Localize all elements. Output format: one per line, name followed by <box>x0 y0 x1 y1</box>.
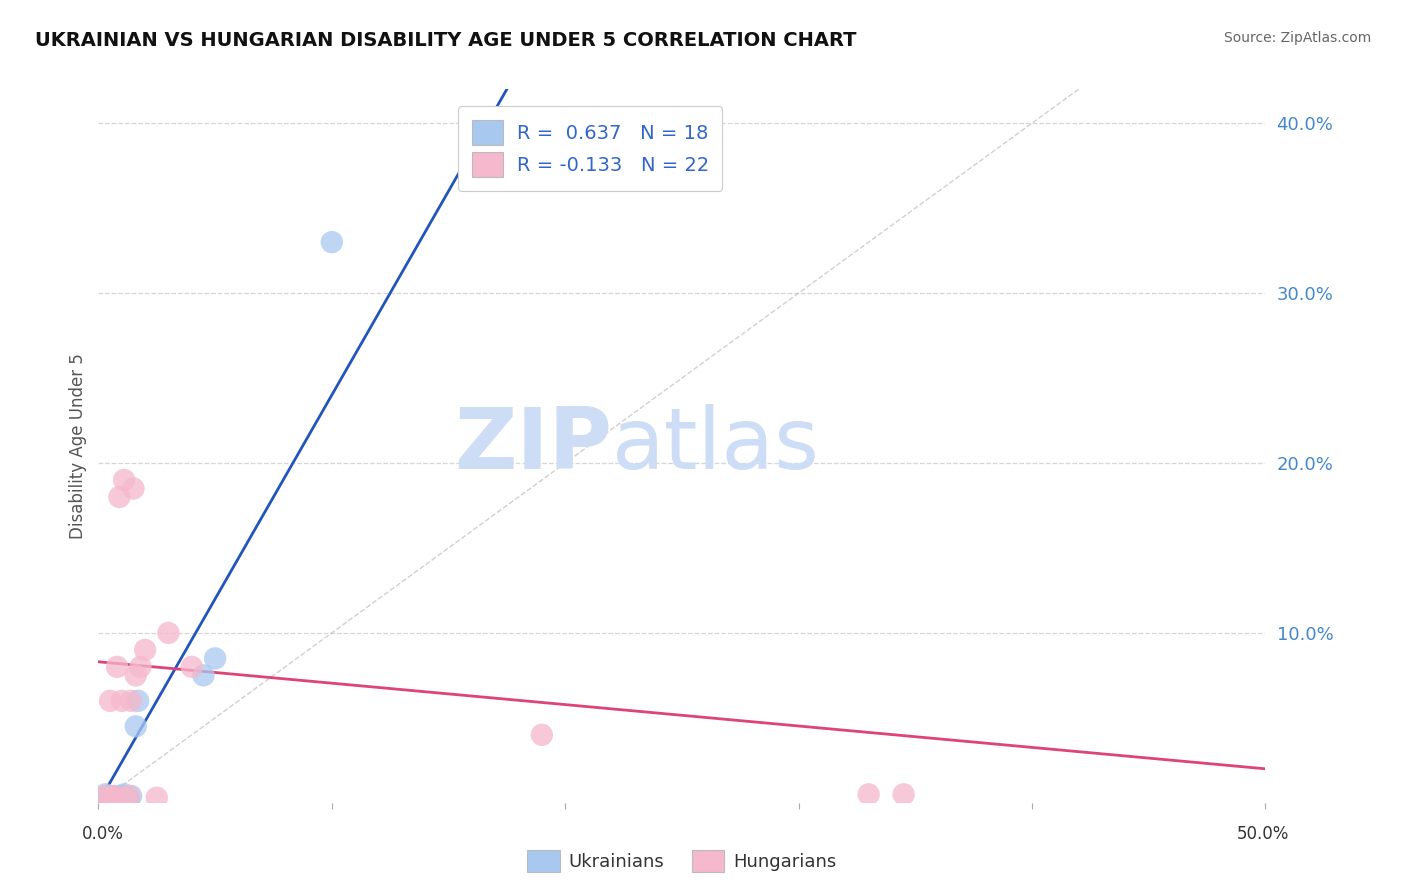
Legend: Ukrainians, Hungarians: Ukrainians, Hungarians <box>520 843 844 880</box>
Point <box>157 626 180 640</box>
Point <box>97 789 120 803</box>
Point <box>111 789 134 803</box>
Text: 0.0%: 0.0% <box>82 825 124 843</box>
Point <box>134 643 156 657</box>
Point <box>101 790 124 805</box>
Point <box>108 490 131 504</box>
Point <box>146 790 169 805</box>
Point <box>204 651 226 665</box>
Point <box>108 790 131 805</box>
Point <box>129 660 152 674</box>
Point <box>120 789 142 803</box>
Point <box>115 790 138 805</box>
Point <box>104 789 127 803</box>
Point <box>893 787 915 801</box>
Point <box>98 694 121 708</box>
Point <box>105 660 128 674</box>
Point <box>111 694 134 708</box>
Point <box>120 694 142 708</box>
Point <box>94 789 117 803</box>
Point <box>105 792 128 806</box>
Point <box>180 660 202 674</box>
Point <box>530 728 553 742</box>
Point <box>321 235 343 249</box>
Point <box>118 792 141 806</box>
Point <box>125 719 148 733</box>
Y-axis label: Disability Age Under 5: Disability Age Under 5 <box>69 353 87 539</box>
Point <box>112 787 135 801</box>
Point <box>98 792 121 806</box>
Point <box>91 792 114 806</box>
Point <box>125 668 148 682</box>
Point <box>122 482 145 496</box>
Point <box>94 787 117 801</box>
Point <box>112 473 135 487</box>
Text: Source: ZipAtlas.com: Source: ZipAtlas.com <box>1223 31 1371 45</box>
Point <box>115 790 138 805</box>
Point <box>101 790 124 805</box>
Text: ZIP: ZIP <box>454 404 612 488</box>
Point <box>858 787 880 801</box>
Text: atlas: atlas <box>612 404 820 488</box>
Point <box>91 790 114 805</box>
Text: 50.0%: 50.0% <box>1236 825 1289 843</box>
Point <box>127 694 149 708</box>
Text: UKRAINIAN VS HUNGARIAN DISABILITY AGE UNDER 5 CORRELATION CHART: UKRAINIAN VS HUNGARIAN DISABILITY AGE UN… <box>35 31 856 50</box>
Point <box>193 668 215 682</box>
Point <box>104 789 127 803</box>
Point <box>118 789 141 803</box>
